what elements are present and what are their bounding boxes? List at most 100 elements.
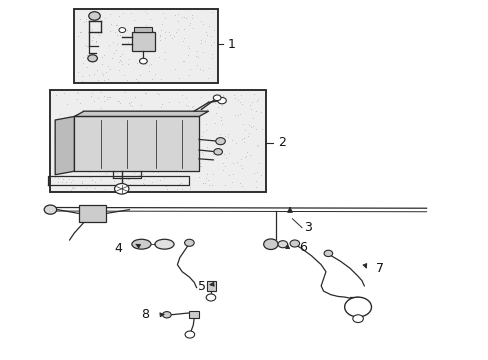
- Point: [115, 59, 122, 65]
- Point: [248, 115, 256, 121]
- Point: [153, 151, 161, 157]
- Point: [182, 127, 190, 132]
- Ellipse shape: [155, 239, 174, 249]
- Circle shape: [88, 55, 97, 62]
- Point: [142, 22, 149, 28]
- Point: [178, 38, 186, 44]
- Point: [164, 113, 172, 119]
- Point: [161, 15, 168, 21]
- Point: [68, 128, 76, 134]
- Point: [108, 55, 116, 61]
- Point: [106, 94, 114, 100]
- Point: [198, 134, 205, 139]
- Point: [170, 33, 178, 39]
- Point: [177, 180, 185, 186]
- Point: [238, 101, 245, 107]
- Point: [96, 143, 103, 149]
- Point: [100, 173, 108, 179]
- Point: [81, 42, 89, 48]
- Circle shape: [89, 12, 100, 20]
- Point: [251, 177, 259, 183]
- Point: [94, 110, 102, 116]
- Point: [253, 143, 261, 148]
- Point: [178, 186, 185, 192]
- Point: [197, 94, 204, 100]
- Point: [81, 185, 89, 191]
- Point: [117, 124, 124, 130]
- Point: [69, 113, 77, 119]
- Point: [107, 119, 115, 125]
- Point: [54, 164, 62, 170]
- Point: [80, 19, 88, 25]
- Point: [85, 164, 93, 170]
- Point: [188, 136, 196, 141]
- Point: [218, 102, 226, 108]
- Point: [128, 140, 136, 146]
- Point: [227, 137, 235, 143]
- Point: [197, 163, 204, 168]
- Point: [83, 43, 91, 49]
- Point: [184, 141, 192, 147]
- Point: [109, 40, 117, 45]
- Bar: [134, 27, 152, 32]
- Point: [85, 72, 93, 77]
- Point: [182, 102, 190, 108]
- Point: [67, 179, 75, 185]
- Point: [246, 152, 254, 157]
- Point: [184, 173, 192, 179]
- Point: [195, 138, 203, 144]
- Point: [252, 108, 260, 114]
- Point: [110, 178, 118, 184]
- Point: [193, 108, 201, 114]
- Point: [185, 22, 193, 28]
- Point: [137, 119, 144, 125]
- Point: [219, 167, 227, 173]
- Point: [197, 18, 204, 24]
- Point: [176, 148, 184, 154]
- Point: [115, 98, 123, 104]
- Point: [151, 72, 159, 77]
- Point: [194, 174, 202, 180]
- Point: [141, 90, 149, 96]
- Point: [181, 135, 188, 141]
- Point: [237, 93, 244, 98]
- Point: [184, 52, 192, 58]
- Point: [240, 139, 247, 145]
- Point: [120, 130, 128, 136]
- Point: [238, 136, 245, 142]
- Point: [209, 27, 217, 33]
- Point: [144, 40, 152, 46]
- Point: [51, 175, 59, 180]
- Point: [201, 180, 209, 186]
- Point: [92, 39, 100, 45]
- Point: [57, 167, 64, 172]
- Point: [185, 184, 193, 190]
- Point: [203, 107, 210, 112]
- Point: [236, 111, 244, 117]
- Polygon shape: [74, 111, 208, 117]
- Point: [166, 167, 174, 173]
- Circle shape: [206, 294, 215, 301]
- Point: [221, 182, 228, 188]
- Point: [88, 26, 96, 32]
- Point: [244, 122, 252, 127]
- Point: [202, 144, 210, 150]
- Point: [81, 159, 89, 165]
- Point: [169, 120, 177, 125]
- Point: [132, 42, 140, 48]
- Point: [199, 130, 206, 135]
- Point: [188, 103, 196, 109]
- Point: [216, 91, 224, 96]
- Point: [160, 175, 168, 181]
- Point: [54, 179, 62, 185]
- Point: [214, 104, 222, 110]
- Point: [116, 176, 123, 181]
- Point: [163, 114, 170, 120]
- Point: [180, 59, 187, 64]
- Point: [171, 66, 179, 72]
- Point: [246, 102, 254, 108]
- Point: [222, 156, 230, 161]
- Point: [83, 52, 91, 58]
- Bar: [188, 311, 199, 318]
- Point: [155, 91, 163, 97]
